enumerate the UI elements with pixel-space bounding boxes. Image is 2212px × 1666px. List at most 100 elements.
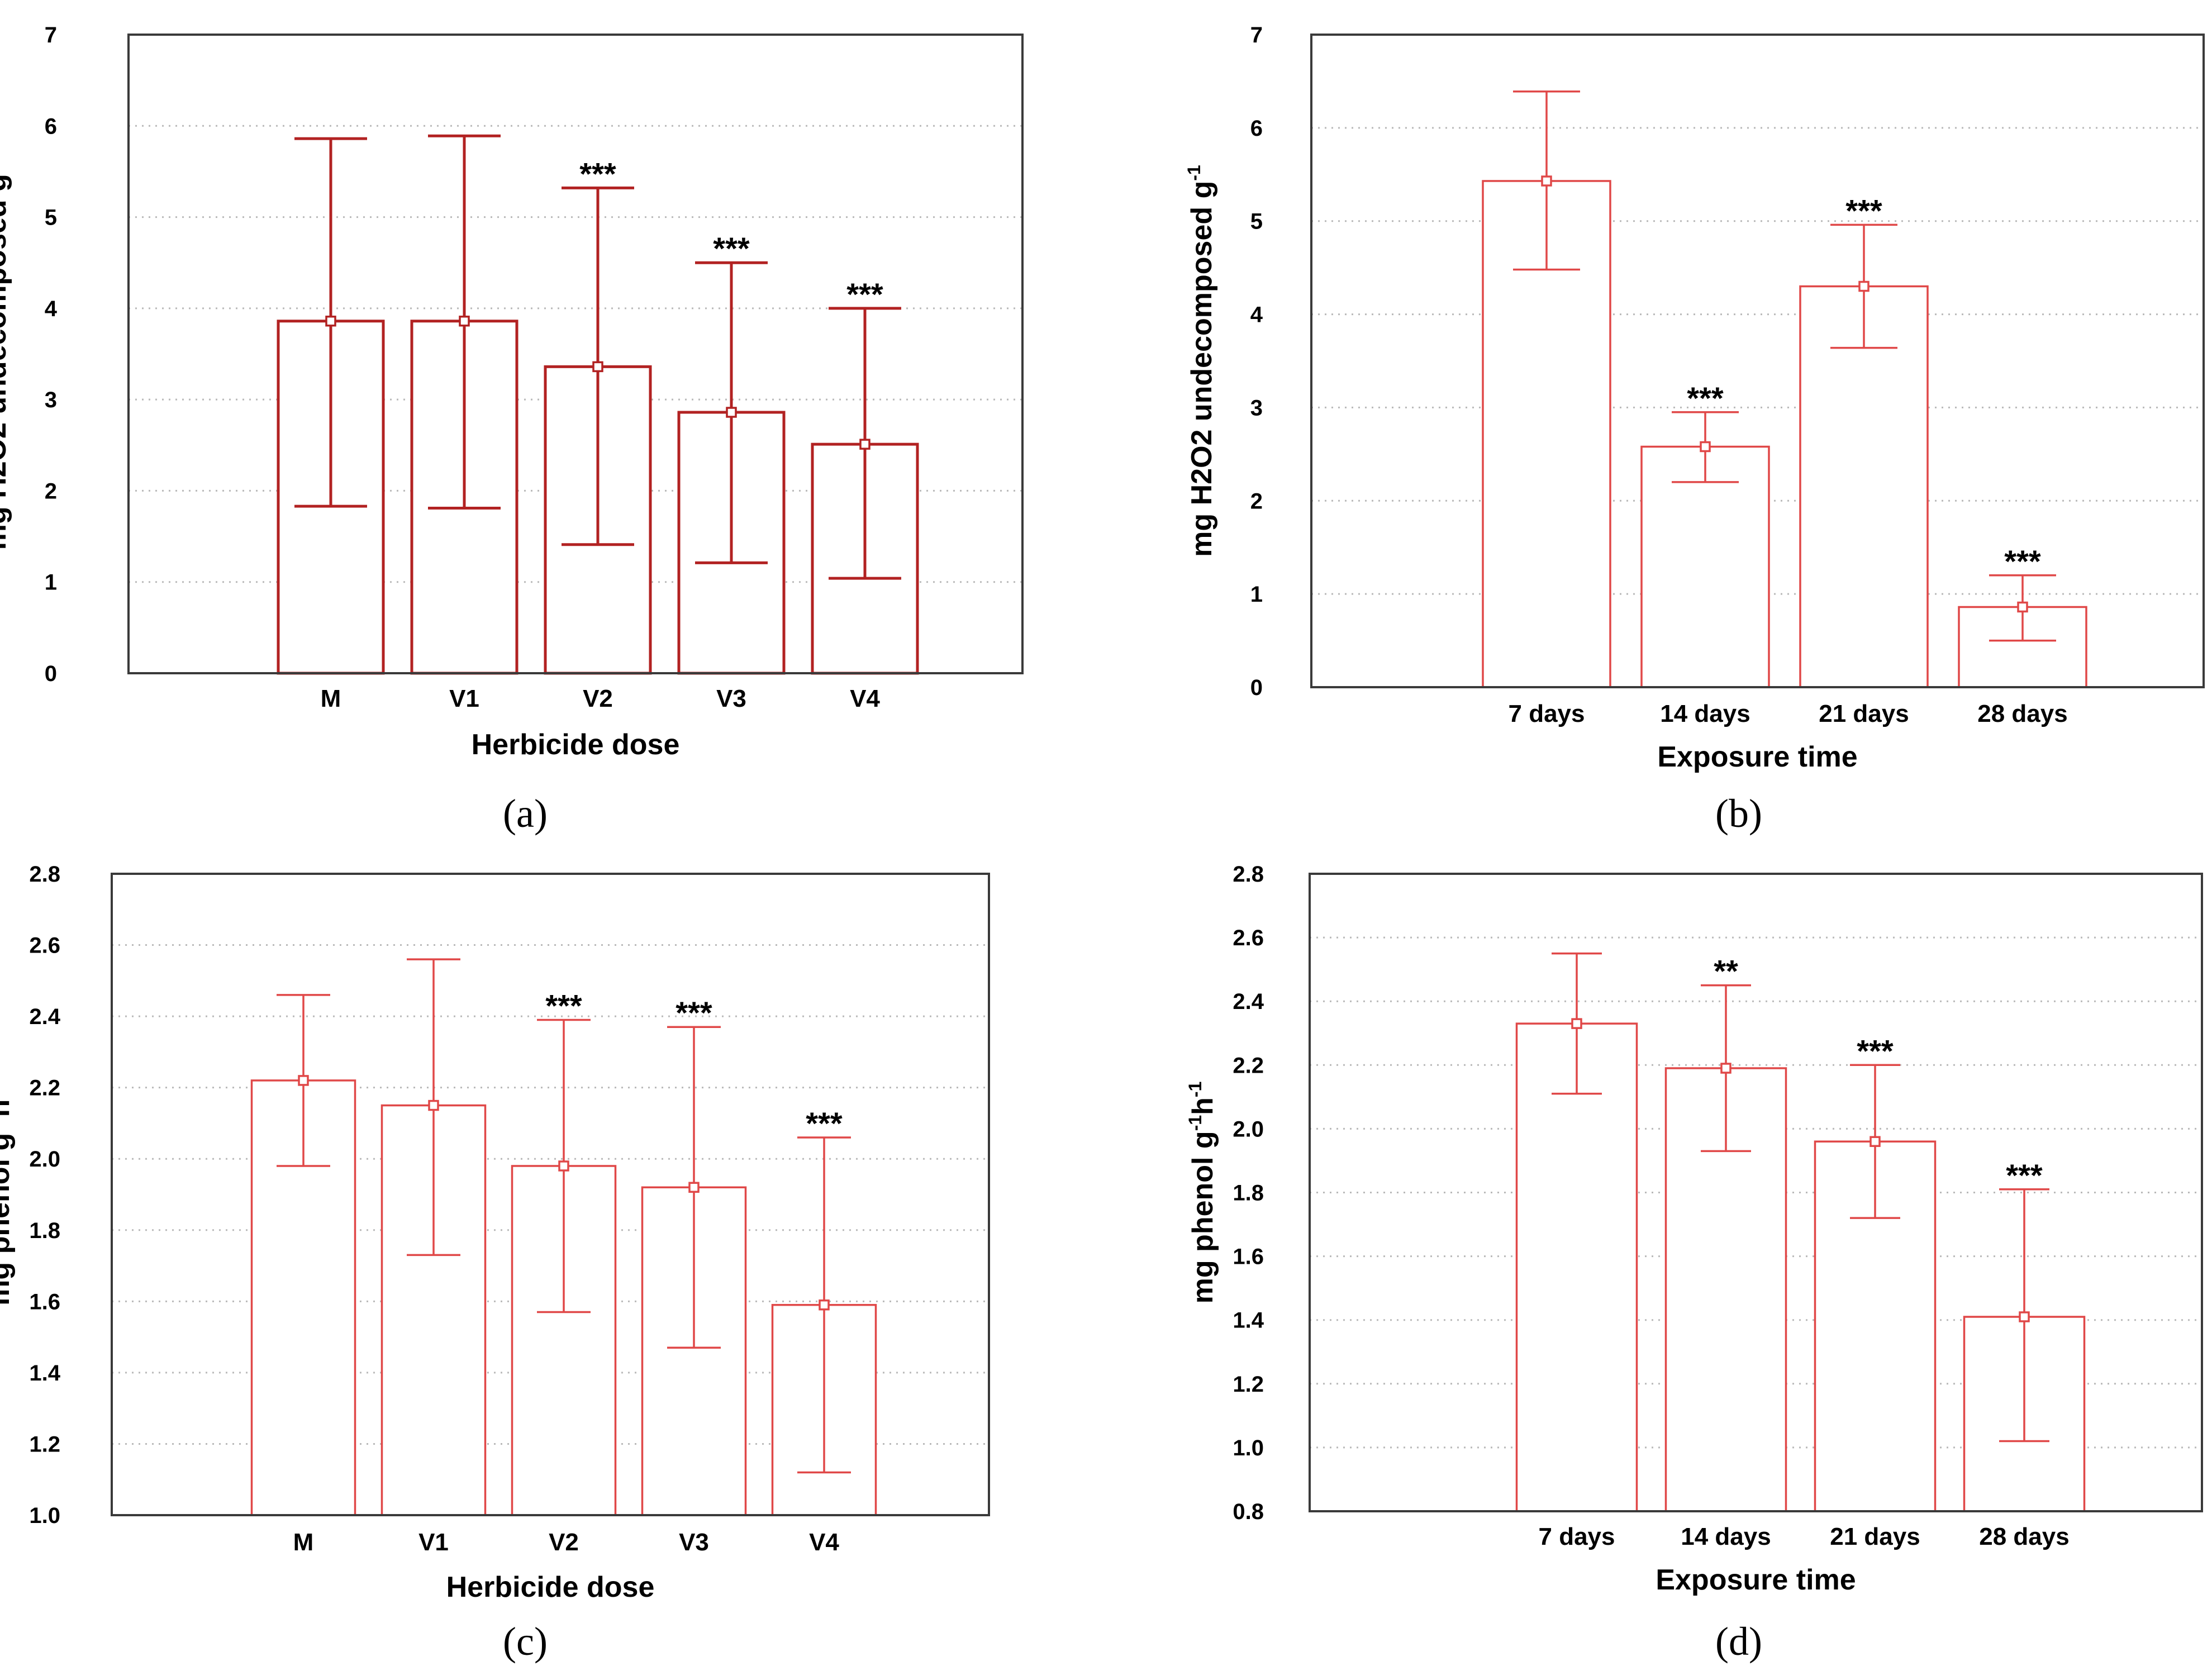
panel-label: (c) xyxy=(503,1619,548,1664)
y-tick-label: 2.0 xyxy=(29,1147,60,1172)
y-tick-label: 1.8 xyxy=(1233,1181,1264,1206)
mean-marker xyxy=(325,315,336,327)
chart-panel-1: 0 1 2 3 4 5 6 7 M V1 *** V2 *** V3 *** V4 Herbicide dose… xyxy=(0,23,1024,836)
bar xyxy=(1515,1022,1638,1512)
x-category-label: V1 xyxy=(418,1529,449,1556)
y-tick-label: 1.6 xyxy=(29,1289,60,1314)
y-tick-label: 1 xyxy=(45,570,57,595)
y-axis-title: mg H2O2 undecomposed g-1 xyxy=(1184,165,1218,557)
y-tick-label: 1.8 xyxy=(29,1218,60,1243)
y-axis-title-main: mg H2O2 undecomposed g xyxy=(1186,181,1218,557)
mean-marker xyxy=(688,1182,700,1193)
y-tick-label: 5 xyxy=(1250,210,1263,234)
x-axis-title: Herbicide dose xyxy=(446,1571,655,1603)
bar xyxy=(1799,285,1929,688)
y-tick-label: 1.4 xyxy=(29,1361,60,1386)
mean-marker xyxy=(819,1299,830,1311)
chart-panel-4: 0.8 1.0 1.2 1.4 1.6 1.8 2.0 2.2 2.4 2.6 2.8 7 days *… xyxy=(1185,862,2203,1664)
y-tick-label: 4 xyxy=(45,297,58,321)
mean-marker xyxy=(2017,601,2028,613)
significance-label: *** xyxy=(806,1106,843,1141)
x-axis-title: Exposure time xyxy=(1657,741,1857,773)
significance-label: *** xyxy=(2006,1158,2043,1193)
y-tick-label: 4 xyxy=(1250,303,1263,327)
y-tick-label: 3 xyxy=(45,388,57,412)
y-tick-label: 2.4 xyxy=(29,1005,60,1029)
x-category-label: 14 days xyxy=(1681,1523,1771,1550)
y-axis-title-main: mg H2O2 undecomposed g xyxy=(0,174,12,550)
x-category-label: V1 xyxy=(449,685,479,712)
bar xyxy=(1640,445,1770,688)
mean-marker xyxy=(859,439,870,450)
x-category-label: V3 xyxy=(716,685,746,712)
significance-label: *** xyxy=(1857,1033,1894,1068)
significance-label: ** xyxy=(1714,954,1738,989)
y-axis-title-unit: h xyxy=(1187,1097,1219,1115)
mean-marker xyxy=(459,315,470,327)
y-axis-title-superscript-2: -1 xyxy=(0,1083,2,1099)
y-axis-title: mg H2O2 undecomposed g-1 xyxy=(0,158,12,550)
y-tick-label: 2.6 xyxy=(29,934,60,958)
x-category-label: 7 days xyxy=(1509,700,1585,727)
significance-label: *** xyxy=(2004,544,2041,579)
x-category-label: 14 days xyxy=(1660,700,1750,727)
x-category-label: 28 days xyxy=(1977,700,2067,727)
plot-frame xyxy=(1309,873,2203,1512)
y-axis-title-superscript: -1 xyxy=(1185,1115,1205,1131)
significance-label: *** xyxy=(1687,380,1724,416)
y-tick-label: 7 xyxy=(1250,23,1263,47)
y-tick-label: 2.0 xyxy=(1233,1117,1264,1141)
mean-marker xyxy=(1541,175,1552,187)
y-tick-label: 2.8 xyxy=(1233,862,1264,887)
y-tick-label: 5 xyxy=(45,206,57,230)
significance-label: *** xyxy=(846,277,883,312)
y-axis-title-unit: h xyxy=(0,1099,16,1117)
y-axis-title-superscript-2: -1 xyxy=(1185,1082,1205,1097)
x-category-label: V2 xyxy=(549,1529,579,1556)
y-tick-label: 2.6 xyxy=(1233,926,1264,950)
y-tick-label: 6 xyxy=(1250,116,1263,141)
y-tick-label: 1.4 xyxy=(1233,1308,1264,1333)
x-axis-title: Herbicide dose xyxy=(472,729,680,761)
y-tick-label: 1.0 xyxy=(1233,1436,1264,1460)
significance-label: *** xyxy=(676,995,712,1030)
mean-marker xyxy=(428,1099,439,1111)
y-tick-label: 0.8 xyxy=(1233,1500,1264,1524)
mean-marker xyxy=(726,407,737,418)
x-axis-title: Exposure time xyxy=(1656,1564,1856,1596)
x-category-label: 28 days xyxy=(1979,1523,2069,1550)
y-tick-label: 3 xyxy=(1250,396,1263,420)
x-category-label: 7 days xyxy=(1539,1523,1615,1550)
x-category-label: M xyxy=(321,685,341,712)
plot-frame xyxy=(1310,34,2205,688)
y-axis-title-superscript: -1 xyxy=(0,1117,2,1132)
significance-label: *** xyxy=(545,988,582,1023)
y-tick-label: 1.2 xyxy=(29,1432,60,1456)
mean-marker xyxy=(558,1160,569,1172)
significance-label: *** xyxy=(713,231,750,266)
significance-label: *** xyxy=(1845,193,1882,228)
x-category-label: V2 xyxy=(583,685,613,712)
y-tick-label: 2.8 xyxy=(29,862,60,887)
mean-marker xyxy=(298,1075,309,1086)
mean-marker xyxy=(1870,1136,1881,1147)
mean-marker xyxy=(1571,1018,1582,1029)
x-category-label: V4 xyxy=(809,1529,839,1556)
x-category-label: V4 xyxy=(850,685,880,712)
chart-panel-2: 0 1 2 3 4 5 6 7 7 days *** 14 days *** 21 days *** 28 … xyxy=(1184,23,2205,836)
y-tick-label: 0 xyxy=(45,661,57,686)
y-axis-title: mg phenol g-1h-1 xyxy=(0,1083,16,1306)
y-tick-label: 1 xyxy=(1250,582,1263,607)
mean-marker xyxy=(1720,1063,1731,1074)
panel-label: (b) xyxy=(1715,791,1762,836)
chart-panel-3: 1.0 1.2 1.4 1.6 1.8 2.0 2.2 2.4 2.6 2.8 M V1 *** V2 **… xyxy=(0,862,990,1664)
y-tick-label: 6 xyxy=(45,114,57,139)
y-tick-label: 2 xyxy=(1250,489,1263,513)
x-category-label: M xyxy=(293,1529,314,1556)
y-axis-title: mg phenol g-1h-1 xyxy=(1185,1082,1219,1304)
panel-label: (d) xyxy=(1715,1619,1762,1664)
mean-marker xyxy=(1858,280,1870,292)
y-axis-title-superscript: -1 xyxy=(1184,165,1204,180)
y-tick-label: 2 xyxy=(45,479,57,503)
